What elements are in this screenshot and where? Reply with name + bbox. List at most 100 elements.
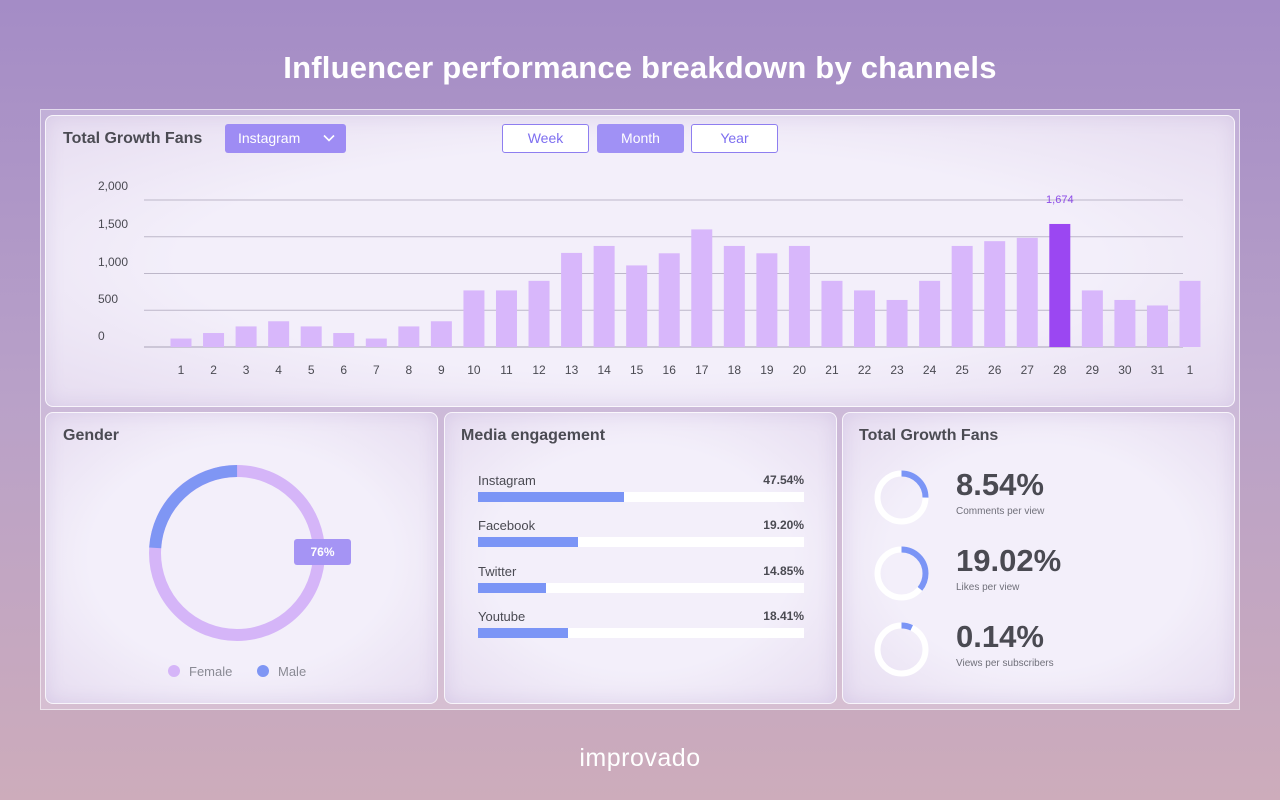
x-tick-label: 12 bbox=[532, 363, 546, 377]
x-tick-label: 1 bbox=[178, 363, 185, 377]
views-ring-icon bbox=[874, 622, 929, 677]
x-tick-label: 13 bbox=[565, 363, 579, 377]
legend-male-label: Male bbox=[278, 664, 307, 679]
x-tick-label: 30 bbox=[1118, 363, 1132, 377]
period-year-button[interactable]: Year bbox=[691, 124, 778, 153]
likes-per-view-value: 19.02% bbox=[956, 543, 1062, 578]
views-per-subscribers-label: Views per subscribers bbox=[956, 658, 1054, 669]
bar bbox=[333, 333, 355, 347]
y-tick-label: 0 bbox=[98, 329, 105, 343]
x-tick-label: 24 bbox=[923, 363, 937, 377]
bar bbox=[300, 326, 322, 347]
growth-chart-card: Total Growth Fans Instagram Week Month Y… bbox=[45, 115, 1235, 407]
y-tick-label: 1,000 bbox=[98, 255, 128, 269]
bar bbox=[1146, 305, 1168, 347]
gender-donut-chart bbox=[149, 465, 325, 641]
bar bbox=[365, 338, 387, 347]
gender-card: Gender 76% Female Male bbox=[45, 412, 438, 704]
period-month-button[interactable]: Month bbox=[597, 124, 684, 153]
bar bbox=[398, 326, 420, 347]
x-tick-label: 27 bbox=[1021, 363, 1035, 377]
x-tick-label: 9 bbox=[438, 363, 445, 377]
brand-logo: improvado bbox=[579, 744, 701, 772]
page-title: Influencer performance breakdown by chan… bbox=[283, 50, 997, 85]
growth-stats-card: Total Growth Fans 8.54% Comments per vie… bbox=[842, 412, 1235, 704]
bar bbox=[1081, 290, 1103, 347]
media-label: Instagram bbox=[478, 473, 536, 488]
x-tick-label: 6 bbox=[340, 363, 347, 377]
x-tick-label: 18 bbox=[728, 363, 742, 377]
x-tick-label: 7 bbox=[373, 363, 380, 377]
bar bbox=[1179, 280, 1201, 347]
x-tick-label: 2 bbox=[210, 363, 217, 377]
channel-select[interactable]: Instagram bbox=[225, 124, 346, 153]
bar bbox=[951, 245, 973, 347]
media-card-title: Media engagement bbox=[461, 427, 606, 444]
bar bbox=[788, 245, 810, 347]
female-percentage-badge: 76% bbox=[294, 539, 351, 565]
channel-select-value: Instagram bbox=[238, 130, 301, 146]
bar bbox=[593, 245, 615, 347]
bar bbox=[691, 229, 713, 347]
likes-ring-icon bbox=[874, 546, 929, 601]
x-tick-label: 22 bbox=[858, 363, 872, 377]
x-tick-label: 16 bbox=[663, 363, 677, 377]
legend-male: Male bbox=[257, 664, 306, 679]
legend-female: Female bbox=[168, 664, 232, 679]
bar bbox=[658, 253, 680, 347]
legend-female-label: Female bbox=[189, 664, 233, 679]
comments-per-view-label: Comments per view bbox=[956, 506, 1045, 517]
bar bbox=[984, 241, 1006, 347]
x-tick-label: 14 bbox=[597, 363, 611, 377]
x-tick-label: 4 bbox=[275, 363, 282, 377]
bar bbox=[528, 280, 550, 347]
media-fill-bar bbox=[478, 492, 624, 502]
bar bbox=[919, 280, 941, 347]
x-tick-label: 10 bbox=[467, 363, 481, 377]
x-tick-label: 19 bbox=[760, 363, 774, 377]
bar bbox=[235, 326, 257, 347]
bar bbox=[268, 321, 290, 347]
x-tick-label: 28 bbox=[1053, 363, 1067, 377]
bar bbox=[1049, 223, 1071, 347]
media-fill-bar bbox=[478, 583, 546, 593]
bar bbox=[821, 280, 843, 347]
bar bbox=[626, 265, 648, 347]
x-tick-label: 23 bbox=[890, 363, 904, 377]
media-track bbox=[478, 537, 804, 547]
media-track bbox=[478, 583, 804, 593]
media-track bbox=[478, 492, 804, 502]
bar bbox=[723, 245, 745, 347]
comments-per-view-value: 8.54% bbox=[956, 467, 1044, 502]
bar-data-label: 1,674 bbox=[1046, 194, 1074, 206]
x-tick-label: 15 bbox=[630, 363, 644, 377]
x-tick-label: 3 bbox=[243, 363, 250, 377]
bar bbox=[854, 290, 876, 347]
y-tick-label: 1,500 bbox=[98, 217, 128, 231]
x-tick-label: 21 bbox=[825, 363, 839, 377]
likes-per-view-label: Likes per view bbox=[956, 582, 1020, 593]
bar bbox=[561, 252, 583, 347]
bar bbox=[886, 299, 908, 347]
media-track bbox=[478, 628, 804, 638]
female-dot-icon bbox=[168, 665, 180, 677]
gender-card-title: Gender bbox=[63, 427, 120, 444]
growth-card-title: Total Growth Fans bbox=[63, 130, 203, 147]
bar bbox=[756, 253, 778, 347]
male-dot-icon bbox=[257, 665, 269, 677]
period-week-button[interactable]: Week bbox=[502, 124, 589, 153]
bar bbox=[1016, 237, 1038, 347]
bar bbox=[430, 321, 452, 347]
x-tick-label: 20 bbox=[793, 363, 807, 377]
x-tick-label: 8 bbox=[405, 363, 412, 377]
x-tick-label: 29 bbox=[1086, 363, 1100, 377]
bar bbox=[203, 333, 225, 347]
y-tick-label: 500 bbox=[98, 292, 118, 306]
media-label: Facebook bbox=[478, 518, 536, 533]
x-tick-label: 26 bbox=[988, 363, 1002, 377]
media-fill-bar bbox=[478, 537, 579, 547]
y-tick-label: 2,000 bbox=[98, 179, 128, 193]
x-tick-label: 31 bbox=[1151, 363, 1165, 377]
x-tick-label: 17 bbox=[695, 363, 709, 377]
